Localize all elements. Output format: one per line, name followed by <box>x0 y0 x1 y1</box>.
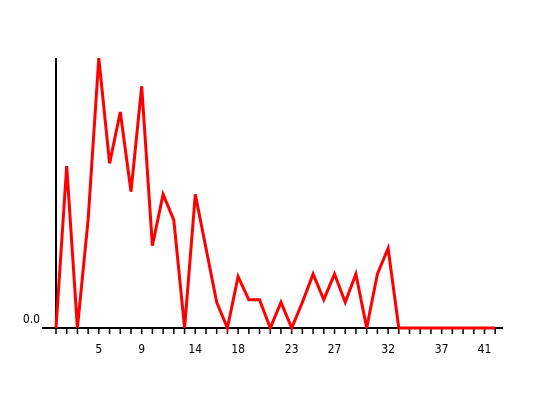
x-tick-label: 14 <box>188 342 202 356</box>
y-tick-label: 0.0 <box>23 312 40 326</box>
x-tick-label: 37 <box>435 342 449 356</box>
y-axis: 0.0 <box>23 58 57 328</box>
x-tick-label: 23 <box>285 342 299 356</box>
x-tick-label: 5 <box>95 342 102 356</box>
x-tick-label: 41 <box>478 342 492 356</box>
x-tick-labels: 5 9 14 18 23 27 32 37 41 <box>95 342 491 356</box>
x-axis: 5 9 14 18 23 27 32 37 41 <box>42 327 503 356</box>
x-tick-label: 27 <box>328 342 342 356</box>
y-tick-labels: 0.0 <box>23 312 40 326</box>
x-ticks <box>55 328 496 334</box>
x-tick-label: 32 <box>381 342 395 356</box>
x-tick-label: 18 <box>231 342 245 356</box>
series-line <box>54 57 496 334</box>
x-tick-label: 9 <box>138 342 145 356</box>
series-group <box>54 57 496 334</box>
